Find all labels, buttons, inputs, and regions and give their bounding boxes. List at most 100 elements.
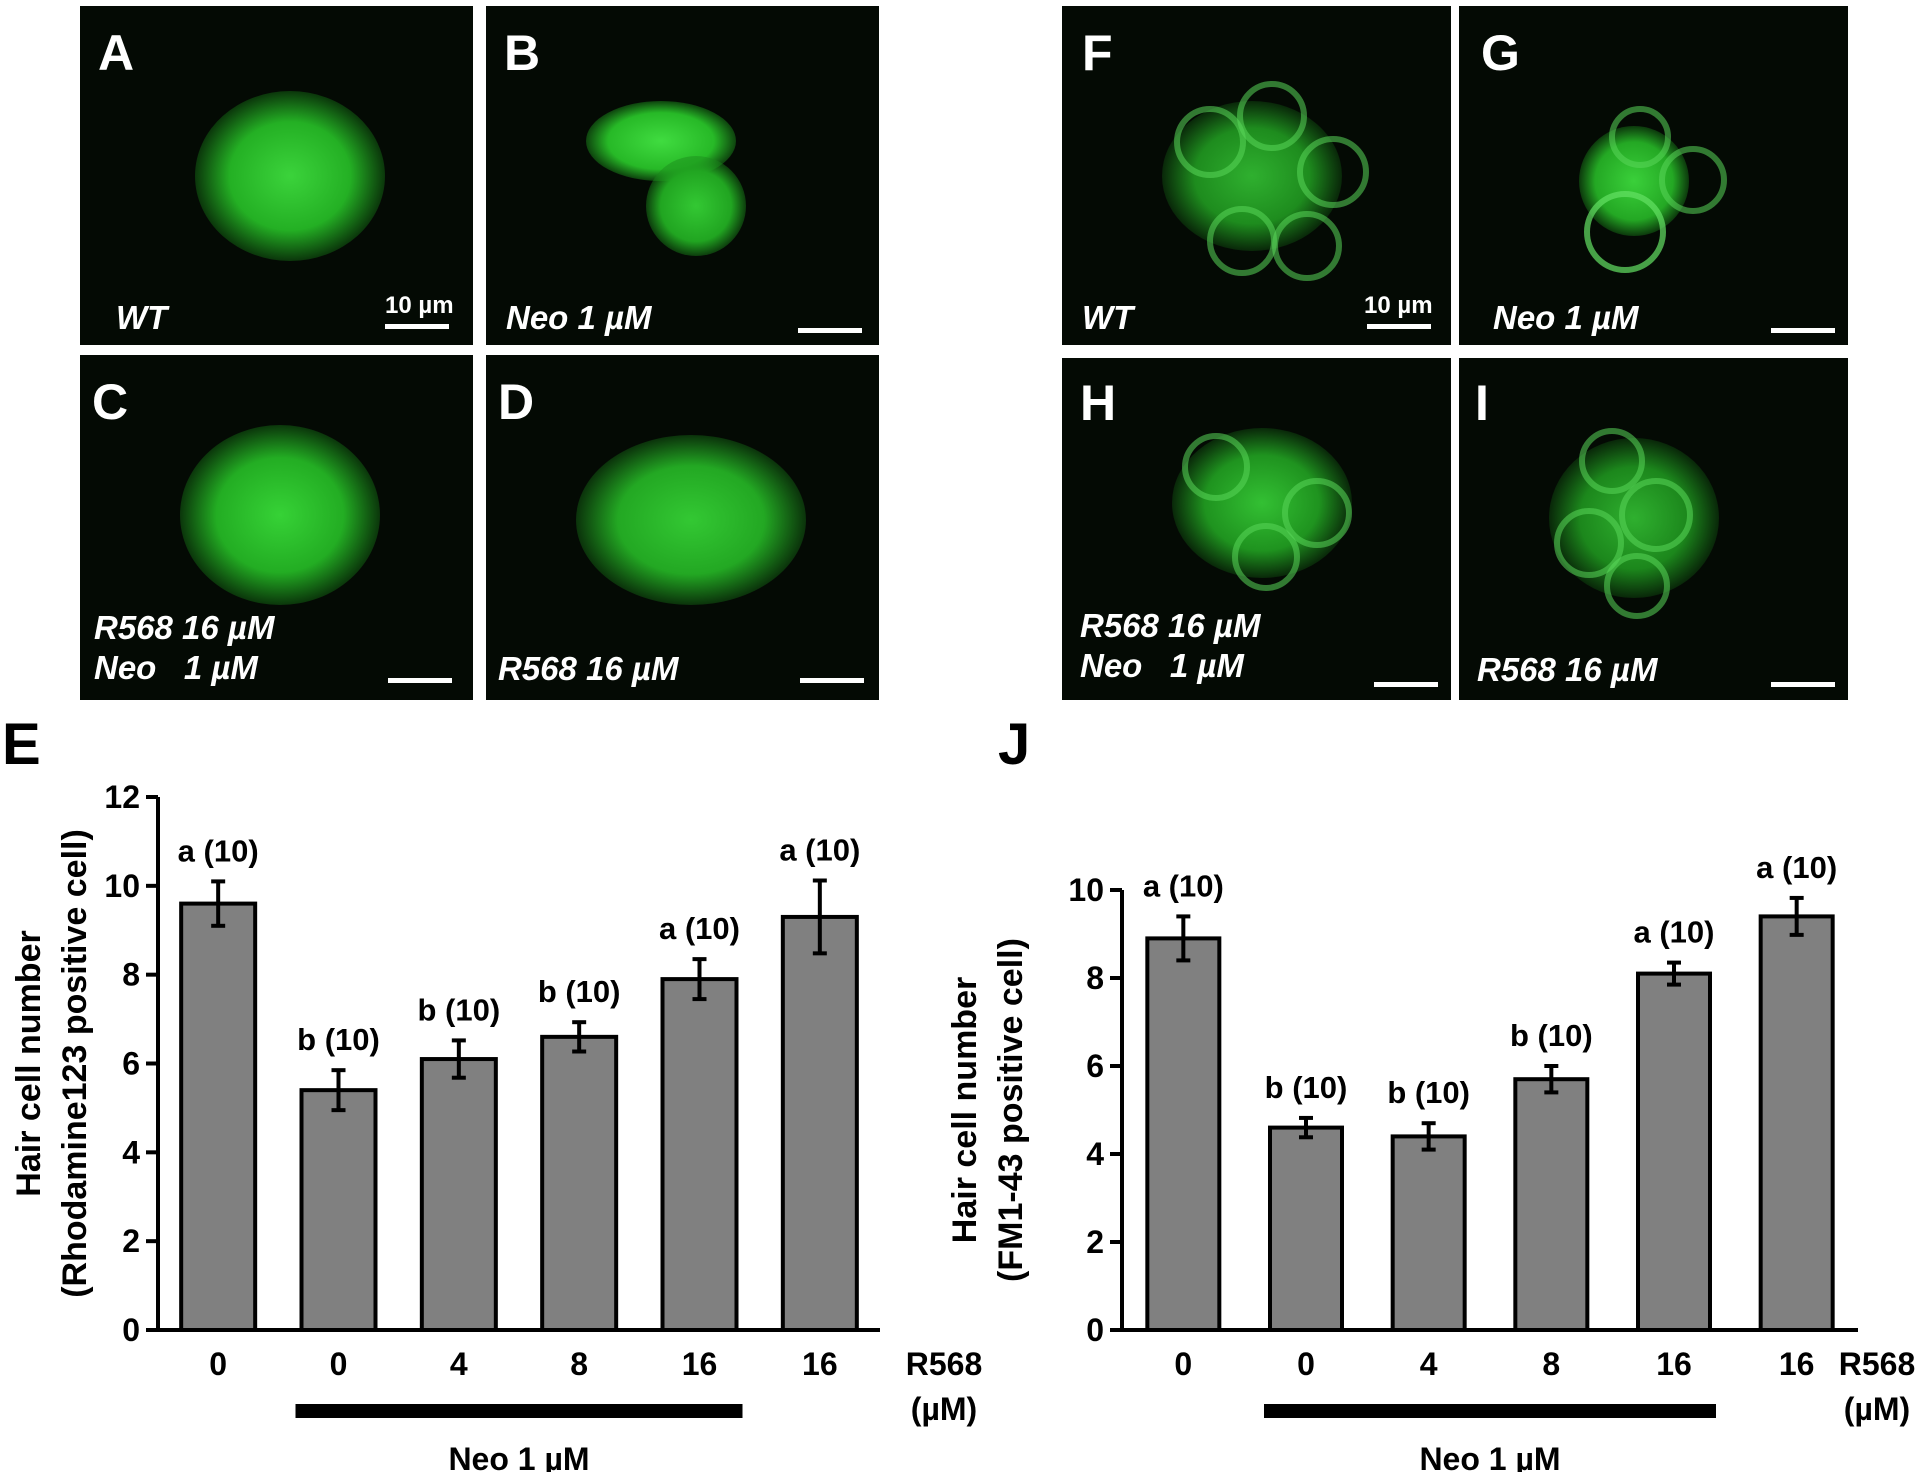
data-annotation: a (10)	[659, 911, 740, 946]
bar	[419, 1057, 498, 1332]
condition-label: R568 16 µM Neo 1 µM	[1080, 607, 1261, 685]
bar	[1513, 1077, 1590, 1333]
x-axis-label-line2: (µM)	[911, 1391, 977, 1427]
scale-bar	[1374, 682, 1438, 687]
hair-cell-ring	[1554, 508, 1624, 578]
hair-cell-ring	[1659, 146, 1727, 214]
hair-cell-cluster	[646, 156, 746, 256]
hair-cell-ring	[1282, 478, 1352, 548]
y-tick-label: 0	[122, 1312, 140, 1348]
image-panel-h: H R568 16 µM Neo 1 µM	[1062, 358, 1451, 700]
bar	[1268, 1125, 1344, 1332]
hair-cell-ring	[1207, 206, 1277, 276]
bar	[299, 1088, 378, 1332]
y-tick-label: 6	[1086, 1048, 1104, 1084]
panel-label: F	[1082, 25, 1113, 81]
x-tick-label: 4	[1420, 1346, 1438, 1382]
image-panel-d: D R568 16 µM	[486, 355, 879, 700]
data-annotation: b (10)	[1387, 1075, 1470, 1110]
data-annotation: a (10)	[779, 833, 860, 868]
y-axis-title-line1: Hair cell number	[10, 930, 48, 1196]
bar	[179, 901, 258, 1332]
condition-label: Neo 1 µM	[1493, 299, 1639, 336]
scale-bar	[1367, 324, 1431, 329]
scale-bar	[1771, 328, 1835, 333]
x-tick-label: 0	[209, 1346, 227, 1382]
hair-cell-cluster	[195, 91, 385, 261]
hair-cell-ring	[1584, 191, 1666, 273]
bar	[1636, 971, 1712, 1332]
y-tick-label: 8	[1086, 960, 1104, 996]
scale-bar-label: 10 µm	[385, 292, 454, 319]
x-tick-label: 0	[1297, 1346, 1315, 1382]
x-tick-label: 8	[1542, 1346, 1560, 1382]
image-panel-b: B Neo 1 µM	[486, 6, 879, 345]
hair-cell-ring	[1272, 211, 1342, 281]
data-annotation: b (10)	[538, 974, 621, 1009]
image-panel-c: C R568 16 µM Neo 1 µM	[80, 355, 473, 700]
x-tick-label: 16	[1779, 1346, 1815, 1382]
hair-cell-ring	[1232, 523, 1300, 591]
bar	[1390, 1134, 1467, 1332]
y-tick-label: 0	[1086, 1312, 1104, 1348]
scale-bar	[800, 678, 864, 683]
x-tick-label: 4	[450, 1346, 468, 1382]
neo-treatment-label: Neo 1 µM	[1419, 1441, 1560, 1472]
condition-label: WT	[116, 299, 168, 336]
neo-treatment-label: Neo 1 µM	[448, 1441, 589, 1472]
y-tick-label: 8	[122, 957, 140, 993]
condition-label: Neo 1 µM	[506, 299, 652, 336]
y-axis-title-line2: (FM1-43 positive cell)	[992, 938, 1030, 1282]
data-annotation: a (10)	[1143, 868, 1224, 903]
y-axis-title-line1: Hair cell number	[946, 977, 984, 1243]
x-tick-label: 16	[802, 1346, 838, 1382]
panel-label: D	[498, 374, 535, 430]
x-tick-label: 8	[570, 1346, 588, 1382]
image-panel-f: F WT 10 µm	[1062, 6, 1451, 345]
bar	[540, 1034, 619, 1332]
neo-treatment-bar	[295, 1404, 743, 1418]
chart-panel-label-e: E	[2, 712, 41, 777]
scale-bar	[385, 324, 449, 329]
bar-chart-j: 0 2 4 6 8 10 Hair cell number (FM1-43 positive …	[946, 850, 1916, 1472]
y-tick-label: 10	[104, 868, 140, 904]
x-tick-label: 16	[1656, 1346, 1692, 1382]
scale-bar-label: 10 µm	[1364, 292, 1433, 319]
panel-label: I	[1475, 375, 1489, 431]
x-axis-label-line1: R568	[1839, 1346, 1916, 1382]
y-tick-label: 10	[1068, 872, 1104, 908]
data-annotation: b (10)	[297, 1022, 380, 1057]
panel-label: B	[504, 25, 541, 81]
y-axis-title-line2: (Rhodamine123 positive cell)	[56, 829, 94, 1298]
panel-label: H	[1080, 375, 1117, 431]
chart-panel-label-j: J	[998, 712, 1031, 777]
image-panel-g: G Neo 1 µM	[1459, 6, 1848, 345]
condition-label: R568 16 µM Neo 1 µM	[94, 609, 275, 687]
image-panel-i: I R568 16 µM	[1459, 358, 1848, 700]
panel-label: G	[1481, 25, 1520, 81]
condition-label: R568 16 µM	[1477, 651, 1658, 688]
x-tick-label: 0	[330, 1346, 348, 1382]
scale-bar	[1771, 682, 1835, 687]
hair-cell-ring	[1604, 553, 1670, 619]
hair-cell-ring	[1579, 428, 1645, 494]
neo-treatment-bar	[1264, 1404, 1716, 1418]
image-panel-a: A WT 10 µm	[80, 6, 473, 345]
hair-cell-ring	[1174, 106, 1246, 178]
panel-label: C	[92, 374, 129, 430]
data-annotation: b (10)	[1265, 1070, 1348, 1105]
hair-cell-ring	[1619, 478, 1693, 552]
panel-label: A	[98, 25, 135, 81]
bar	[1758, 914, 1835, 1332]
hair-cell-cluster	[576, 435, 806, 605]
data-annotation: a (10)	[1634, 915, 1715, 950]
scale-bar	[388, 678, 452, 683]
condition-label: WT	[1082, 299, 1134, 336]
hair-cell-ring	[1182, 433, 1250, 501]
y-tick-label: 12	[104, 779, 140, 815]
data-annotation: a (10)	[178, 833, 259, 868]
x-tick-label: 0	[1174, 1346, 1192, 1382]
y-tick-label: 4	[122, 1134, 140, 1170]
y-tick-label: 4	[1086, 1136, 1104, 1172]
